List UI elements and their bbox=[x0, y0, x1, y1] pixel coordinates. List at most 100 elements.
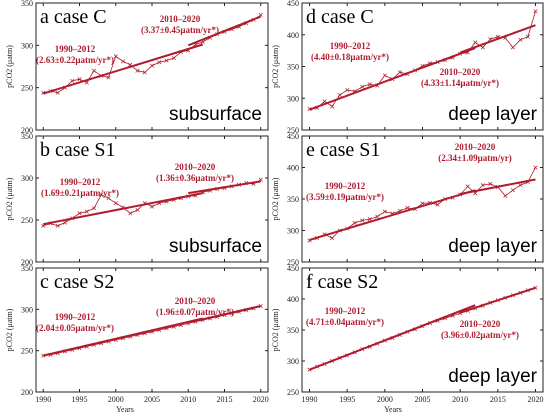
data-point bbox=[405, 205, 410, 210]
data-point bbox=[510, 188, 515, 193]
y-axis-label: pCO2 (μatm) bbox=[5, 177, 14, 220]
data-point bbox=[164, 58, 169, 63]
trend-rate-label: (4.40±0.18μatm/yr*) bbox=[311, 52, 389, 62]
data-point bbox=[113, 201, 118, 206]
data-point bbox=[142, 70, 147, 75]
data-point bbox=[435, 202, 440, 207]
y-tick-label: 250 bbox=[21, 216, 33, 225]
x-tick-label: 2005 bbox=[144, 395, 160, 404]
data-point bbox=[473, 40, 478, 45]
data-point bbox=[367, 82, 372, 87]
data-point bbox=[382, 209, 387, 214]
layer-label: deep layer bbox=[448, 104, 537, 125]
trend-period-label: 2010–2020 bbox=[460, 319, 501, 329]
trend-line-2 bbox=[459, 24, 536, 54]
data-point bbox=[91, 68, 97, 73]
trend-rate-label: (2.34±1.09μatm/yr) bbox=[438, 153, 512, 163]
data-point bbox=[330, 236, 335, 241]
y-tick-label: 300 bbox=[287, 227, 299, 236]
x-tick-label: 1990 bbox=[302, 395, 318, 404]
data-point bbox=[367, 217, 372, 222]
trend-line-2 bbox=[459, 178, 536, 195]
data-point bbox=[345, 87, 350, 93]
data-point bbox=[171, 55, 176, 61]
y-tick-label: 300 bbox=[21, 305, 33, 314]
data-point bbox=[360, 84, 365, 89]
x-tick-label: 2015 bbox=[217, 395, 233, 404]
x-tick-label: 2010 bbox=[180, 395, 196, 404]
trend-period-label: 2010–2020 bbox=[440, 67, 481, 77]
x-tick-label: 2005 bbox=[415, 395, 431, 404]
data-point bbox=[55, 223, 60, 228]
data-point bbox=[480, 45, 485, 50]
trend-rate-label: (1.69±0.21μatm/yr*) bbox=[41, 188, 119, 198]
panel-1: 200 250 300 350 pCO2 (μatm) 1990–2012(2.63±0.… bbox=[5, 0, 269, 135]
data-point bbox=[149, 63, 155, 68]
y-axis-label: pCO2 (μatm) bbox=[271, 177, 280, 220]
data-point bbox=[503, 193, 508, 198]
trend-period-label: 1990–2012 bbox=[325, 306, 366, 316]
trend-period-label: 2010–2020 bbox=[175, 162, 216, 172]
y-tick-label: 350 bbox=[287, 326, 299, 335]
trend-rate-label: (1.96±0.07μatm/yr*) bbox=[156, 307, 234, 317]
y-tick-label: 350 bbox=[287, 195, 299, 204]
trend-line-1 bbox=[309, 189, 476, 241]
panel-4: 250 300 350 400 450 pCO2 (μatm) 1990–2012(3.59… bbox=[271, 132, 544, 267]
x-tick-label: 2020 bbox=[527, 395, 543, 404]
y-tick-label: 300 bbox=[287, 357, 299, 366]
trend-rate-label: (3.59±0.19μatm/yr*) bbox=[306, 192, 384, 202]
data-point bbox=[149, 204, 155, 209]
trend-line-2 bbox=[459, 286, 536, 314]
data-point bbox=[465, 184, 470, 189]
data-point bbox=[397, 70, 402, 75]
trend-period-label: 2010–2020 bbox=[160, 14, 201, 24]
data-point bbox=[533, 165, 538, 170]
data-point bbox=[375, 214, 380, 219]
panel-label: c case S2 bbox=[40, 271, 114, 293]
trend-period-label: 1990–2012 bbox=[60, 177, 101, 187]
trend-line-1 bbox=[309, 47, 476, 111]
x-axis-label-left: Years bbox=[116, 405, 134, 414]
data-point bbox=[106, 196, 111, 201]
y-axis-label: pCO2 (μatm) bbox=[5, 308, 14, 351]
trend-rate-label: (2.04±0.05μatm/yr*) bbox=[36, 323, 114, 333]
y-tick-label: 250 bbox=[287, 258, 299, 267]
data-point bbox=[77, 77, 82, 82]
x-axis-label-right: Years bbox=[384, 405, 402, 414]
data-point bbox=[518, 37, 523, 42]
y-tick-label: 250 bbox=[287, 126, 299, 135]
data-point bbox=[120, 59, 126, 64]
y-tick-label: 250 bbox=[287, 388, 299, 397]
data-point bbox=[488, 181, 493, 186]
y-tick-label: 200 bbox=[21, 258, 33, 267]
data-point bbox=[533, 9, 538, 14]
x-tick-label: 2000 bbox=[377, 395, 393, 404]
data-point bbox=[55, 90, 60, 95]
trend-line-2 bbox=[187, 15, 262, 47]
data-point bbox=[382, 73, 387, 78]
y-tick-label: 300 bbox=[287, 94, 299, 103]
panel-label: b case S1 bbox=[40, 139, 116, 161]
y-tick-label: 250 bbox=[21, 347, 33, 356]
data-point bbox=[106, 75, 111, 80]
panel-5: 200 250 300 350 1990 1995 2000 2005 2010 2015 2020… bbox=[5, 264, 269, 404]
trend-rate-label: (4.33±1.14μatm/yr*) bbox=[421, 78, 499, 88]
data-point bbox=[135, 207, 140, 212]
data-point bbox=[135, 68, 140, 73]
panel-6: 250 300 350 400 450 1990 1995 2000 2005 2010 2015 2… bbox=[271, 264, 544, 404]
layer-label: deep layer bbox=[448, 236, 537, 257]
panel-2: 250 300 350 400 450 pCO2 (μatm) 1990–2012(4.40… bbox=[271, 0, 544, 135]
y-tick-label: 350 bbox=[21, 264, 33, 273]
data-point bbox=[84, 209, 89, 214]
trend-period-label: 2010–2020 bbox=[455, 142, 496, 152]
y-tick-label: 300 bbox=[21, 41, 33, 50]
y-tick-label: 450 bbox=[287, 132, 299, 141]
trend-line-2 bbox=[188, 305, 261, 324]
trend-rate-label: (3.37±0.45μatm/yr*) bbox=[141, 25, 219, 35]
data-point bbox=[510, 45, 515, 50]
data-point bbox=[70, 78, 75, 83]
y-tick-label: 450 bbox=[287, 264, 299, 273]
y-tick-label: 350 bbox=[287, 63, 299, 72]
data-point bbox=[337, 93, 342, 98]
